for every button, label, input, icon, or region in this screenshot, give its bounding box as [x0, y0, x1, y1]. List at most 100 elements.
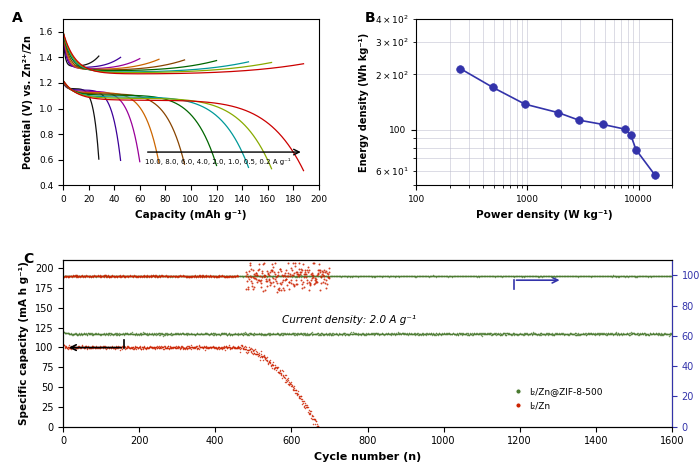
Point — [312, 422, 323, 430]
Point — [152, 273, 163, 280]
Point — [62, 329, 74, 337]
Point — [310, 279, 321, 286]
Point — [235, 272, 246, 280]
Point — [575, 330, 587, 337]
Point — [279, 273, 290, 280]
Point — [338, 273, 349, 280]
Point — [116, 273, 127, 280]
Point — [359, 330, 370, 337]
Point — [172, 273, 183, 280]
Point — [206, 343, 218, 351]
Point — [577, 329, 588, 337]
Point — [242, 283, 253, 291]
Point — [564, 329, 575, 337]
Point — [68, 272, 79, 280]
Point — [317, 272, 328, 280]
Point — [429, 273, 440, 280]
Point — [436, 272, 447, 280]
Point — [116, 273, 127, 280]
Point — [294, 259, 305, 267]
Point — [524, 330, 536, 337]
Point — [447, 329, 458, 337]
Point — [137, 273, 148, 280]
Point — [189, 273, 200, 280]
Point — [113, 273, 125, 280]
Point — [278, 329, 289, 337]
Point — [569, 329, 580, 337]
Point — [60, 273, 71, 280]
Point — [202, 272, 213, 280]
Point — [99, 273, 111, 280]
Point — [118, 272, 129, 280]
Point — [266, 272, 277, 280]
Point — [71, 273, 83, 281]
Point — [286, 331, 297, 338]
Point — [241, 348, 252, 356]
Point — [134, 272, 145, 280]
Point — [100, 273, 111, 281]
Point — [260, 275, 272, 283]
Point — [137, 343, 148, 350]
Point — [121, 273, 132, 280]
Point — [279, 371, 290, 379]
Point — [508, 273, 519, 281]
Point — [235, 330, 246, 337]
Point — [228, 272, 239, 280]
Point — [253, 349, 264, 356]
Point — [505, 273, 516, 280]
Point — [126, 273, 137, 280]
Point — [604, 273, 615, 280]
Point — [411, 272, 422, 280]
Point — [117, 272, 128, 280]
Point — [188, 343, 199, 351]
Point — [116, 330, 127, 338]
Point — [81, 272, 92, 280]
Point — [177, 343, 188, 351]
Point — [281, 376, 292, 384]
Point — [134, 331, 145, 338]
Point — [498, 329, 510, 337]
Point — [175, 345, 186, 352]
Point — [128, 330, 139, 337]
Point — [374, 330, 386, 338]
Point — [527, 273, 538, 280]
Point — [112, 272, 123, 280]
Point — [311, 273, 322, 280]
Point — [552, 272, 563, 280]
Point — [400, 329, 411, 337]
Point — [443, 272, 454, 280]
Point — [594, 329, 606, 337]
Point — [182, 344, 193, 351]
Point — [434, 273, 445, 280]
Point — [141, 272, 152, 279]
Point — [164, 330, 175, 337]
Point — [76, 272, 88, 279]
Point — [508, 331, 519, 338]
Point — [510, 272, 521, 280]
Point — [435, 272, 446, 280]
Point — [535, 330, 546, 337]
Point — [570, 273, 581, 280]
Point — [454, 329, 465, 337]
Point — [477, 332, 488, 339]
Point — [620, 272, 631, 280]
Point — [207, 331, 218, 338]
Point — [200, 272, 211, 280]
Point — [425, 272, 436, 280]
Point — [224, 272, 235, 280]
Point — [136, 273, 148, 280]
Point — [241, 268, 252, 276]
Point — [376, 272, 387, 280]
Point — [256, 330, 267, 338]
Point — [538, 331, 550, 338]
Point — [326, 272, 337, 280]
Point — [167, 344, 178, 352]
Point — [185, 341, 196, 349]
Point — [350, 273, 361, 280]
Point — [222, 273, 233, 280]
Point — [270, 363, 281, 371]
Point — [167, 331, 178, 339]
Point — [273, 284, 284, 292]
Point — [114, 273, 125, 280]
Point — [612, 273, 624, 280]
